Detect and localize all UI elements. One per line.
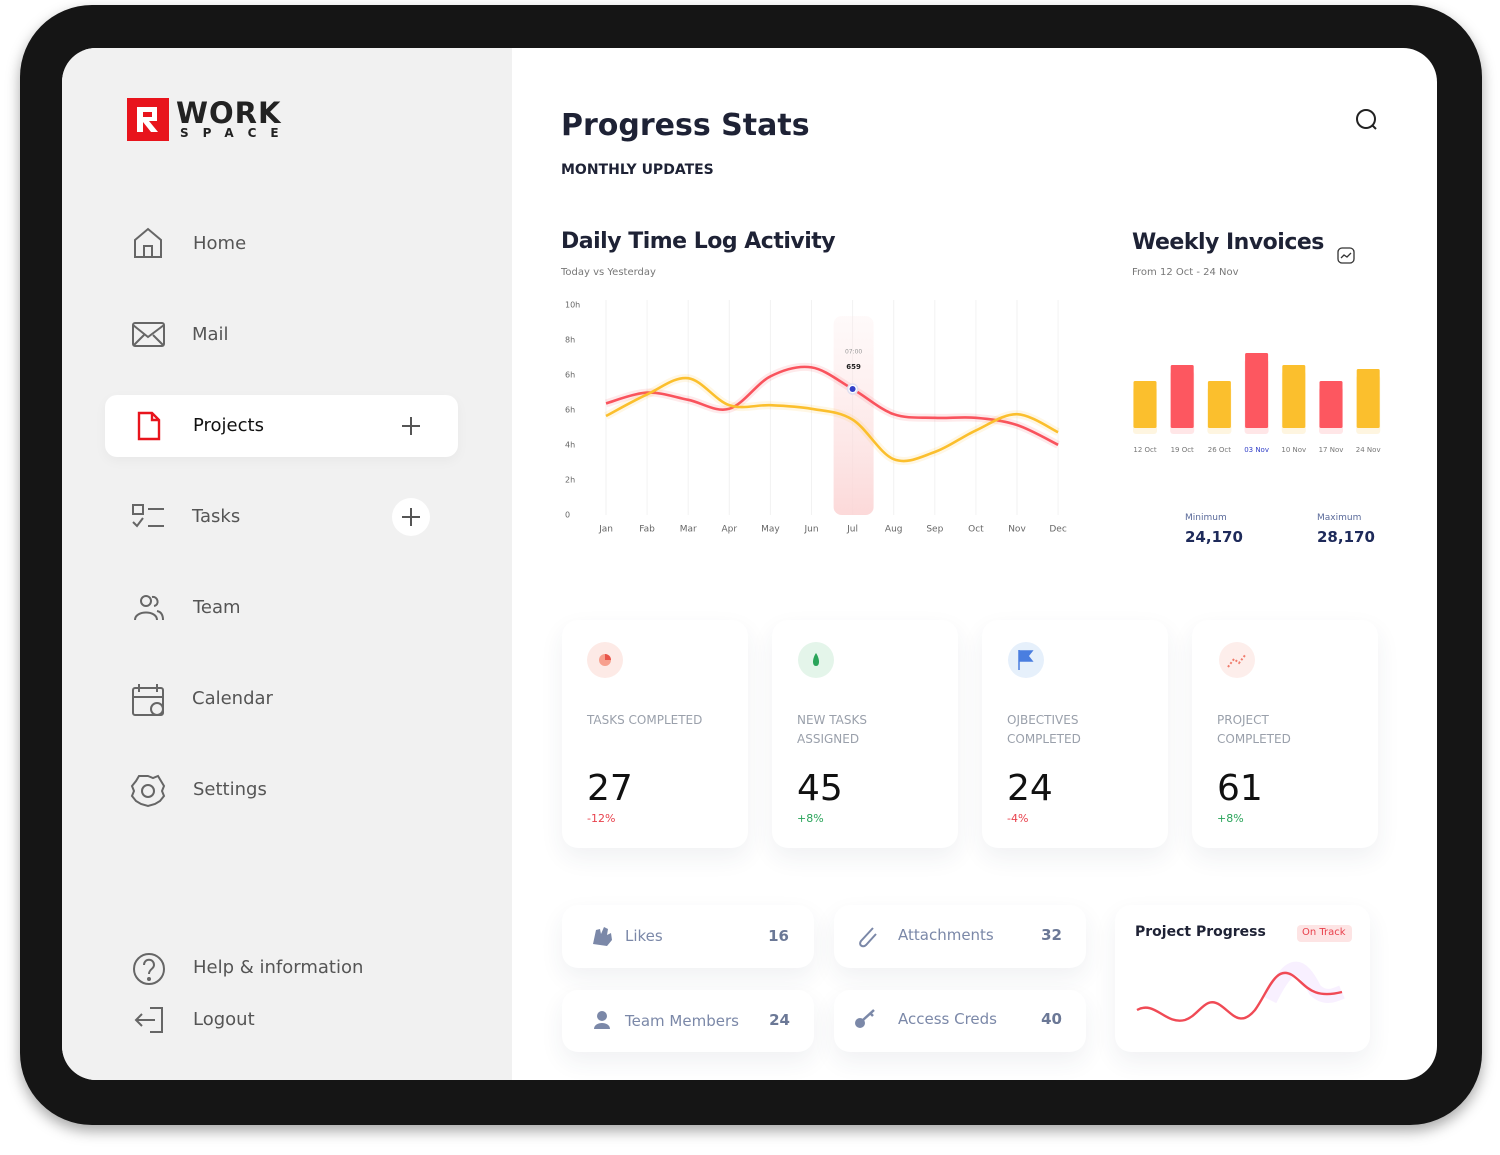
counter-value: 40 (1041, 1010, 1062, 1028)
stat-change: -4% (1007, 812, 1029, 825)
stat-change: -12% (587, 812, 616, 825)
counter-value: 24 (769, 1011, 790, 1029)
sidebar (62, 48, 512, 1080)
stat-value: 27 (587, 768, 633, 809)
chart-subtitle: From 12 Oct - 24 Nov (1132, 267, 1239, 278)
stat-label: NEW TASKS ASSIGNED (797, 713, 867, 746)
progress-title: Project Progress (1135, 924, 1266, 940)
counter-value: 32 (1041, 926, 1062, 944)
nav-item[interactable]: Team (193, 597, 241, 618)
search-icon[interactable] (1354, 107, 1380, 133)
page-title: Progress Stats (561, 108, 810, 143)
page-subtitle: MONTHLY UPDATES (561, 162, 714, 178)
stat-value: 61 (1217, 768, 1263, 809)
nav-item[interactable]: Calendar (192, 688, 273, 709)
nav-item[interactable]: Logout (193, 1009, 255, 1030)
counter-card[interactable] (834, 990, 1086, 1052)
chart-subtitle: Today vs Yesterday (561, 267, 656, 278)
counter-label: Access Creds (898, 1010, 997, 1028)
counter-label: Team Members (625, 1012, 739, 1030)
brand-name: WORK (176, 96, 282, 130)
nav-item[interactable]: Help & information (193, 957, 364, 978)
logo-mark (127, 98, 169, 141)
counter-label: Attachments (898, 926, 994, 944)
summary-label: Minimum (1185, 513, 1227, 523)
chart-title: Weekly Invoices (1132, 230, 1324, 255)
stat-label: TASKS COMPLETED (587, 713, 703, 727)
counter-label: Likes (625, 927, 663, 945)
stat-value: 45 (797, 768, 843, 809)
nav-item[interactable]: Projects (193, 415, 264, 436)
summary-value: 28,170 (1317, 528, 1375, 546)
stat-change: +8% (797, 812, 824, 825)
nav-item[interactable]: Home (193, 233, 247, 254)
summary-value: 24,170 (1185, 528, 1243, 546)
nav-item[interactable]: Settings (193, 779, 267, 800)
summary-label: Maximum (1317, 513, 1362, 523)
stat-label: OJBECTIVES COMPLETED (1007, 713, 1081, 746)
brand-tagline: SPACE (180, 126, 293, 140)
chart-title: Daily Time Log Activity (561, 229, 836, 254)
chart-icon[interactable] (1337, 247, 1355, 265)
counter-card[interactable] (562, 990, 814, 1052)
nav-item[interactable]: Mail (192, 324, 229, 345)
nav-item[interactable]: Tasks (192, 506, 241, 527)
stat-label: PROJECT COMPLETED (1217, 713, 1291, 746)
nav-active-bg (105, 395, 458, 457)
counter-value: 16 (768, 927, 789, 945)
stat-change: +8% (1217, 812, 1244, 825)
progress-status: On Track (1302, 927, 1346, 938)
stat-value: 24 (1007, 768, 1053, 809)
